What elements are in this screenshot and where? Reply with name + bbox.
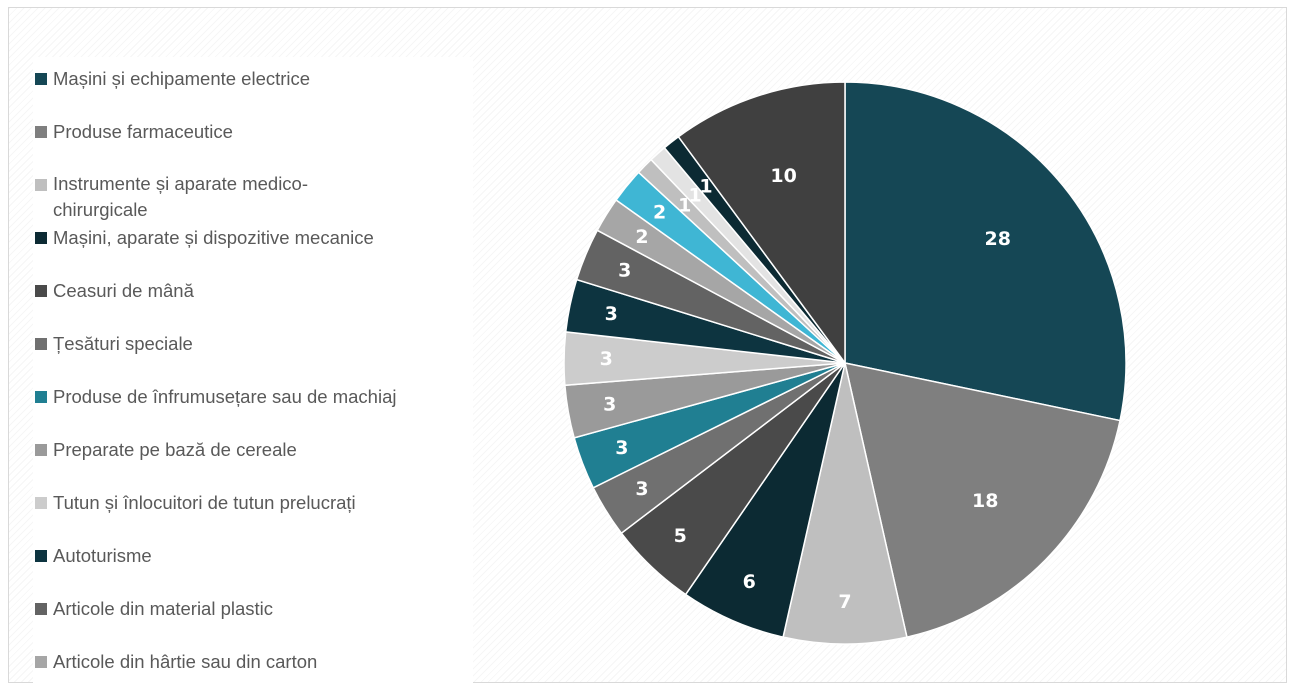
data-label: 3 [635, 478, 648, 500]
legend-swatch [35, 391, 47, 403]
legend-swatch [35, 603, 47, 615]
legend-swatch [35, 444, 47, 456]
data-label: 3 [600, 348, 613, 370]
legend-label: Ceasuri de mână [53, 280, 194, 301]
legend-label: Articole din hârtie sau din carton [53, 651, 318, 672]
legend-label: Produse farmaceutice [53, 121, 233, 142]
legend-swatch [35, 232, 47, 244]
legend-swatch [35, 126, 47, 138]
legend-label: Articole din material plastic [53, 598, 274, 619]
legend-item: Articole din hârtie sau din carton [35, 648, 317, 675]
legend-swatch [35, 73, 47, 85]
legend-item: Autoturisme [35, 542, 152, 569]
pie-slice [844, 362, 1121, 638]
data-label: 1 [678, 194, 691, 216]
legend-label: Țesături speciale [53, 333, 193, 354]
legend-swatch [35, 179, 47, 191]
pie-slice [782, 362, 908, 645]
pie-slice [677, 81, 846, 366]
legend-swatch [35, 656, 47, 668]
legend-item: Preparate pe bază de cereale [35, 436, 297, 463]
data-label: 18 [972, 490, 998, 512]
legend-item: Ceasuri de mână [35, 277, 194, 304]
data-label: 1 [699, 175, 712, 197]
legend-item: Produse farmaceutice [35, 118, 233, 145]
legend-label: Mașini și echipamente electrice [53, 68, 311, 89]
pie-slice [844, 81, 1127, 422]
data-label: 3 [603, 394, 616, 416]
data-label: 2 [635, 226, 648, 248]
legend-swatch [35, 497, 47, 509]
legend-swatch [35, 285, 47, 297]
legend-label: Tutun și înlocuitori de tutun prelucrați [53, 492, 356, 513]
legend-item: Țesături speciale [35, 330, 193, 357]
pie-slices [563, 81, 1127, 645]
data-label: 10 [770, 165, 796, 187]
data-label: 3 [615, 437, 628, 459]
legend-label: Autoturisme [53, 545, 152, 566]
legend-label: Preparate pe bază de cereale [53, 439, 297, 460]
legend-item: Articole din material plastic [35, 595, 273, 622]
data-label: 3 [605, 303, 618, 325]
data-label: 7 [838, 591, 851, 613]
legend-item: Mașini și echipamente electrice [35, 65, 310, 92]
legend-item: Mașini, aparate și dispozitive mecanice [35, 224, 374, 251]
data-label: 2 [653, 201, 666, 223]
legend-label: Mașini, aparate și dispozitive mecanice [53, 227, 374, 248]
legend-item: Produse de înfrumusețare sau de machiaj [35, 383, 396, 410]
legend-item: Instrumente și aparate medico-chirurgica… [35, 171, 393, 223]
data-label: 6 [743, 571, 756, 593]
data-label: 5 [674, 525, 687, 547]
legend-swatch [35, 338, 47, 350]
legend-swatch [35, 550, 47, 562]
chart-legend: Mașini și echipamente electrice Produse f… [33, 57, 473, 690]
legend-label: Produse de înfrumusețare sau de machiaj [53, 386, 397, 407]
data-label: 1 [688, 185, 701, 207]
data-label: 28 [984, 228, 1010, 250]
data-label: 3 [618, 260, 631, 282]
legend-label: Instrumente și aparate medico-chirurgica… [53, 173, 309, 220]
legend-item: Tutun și înlocuitori de tutun prelucrați [35, 489, 356, 516]
